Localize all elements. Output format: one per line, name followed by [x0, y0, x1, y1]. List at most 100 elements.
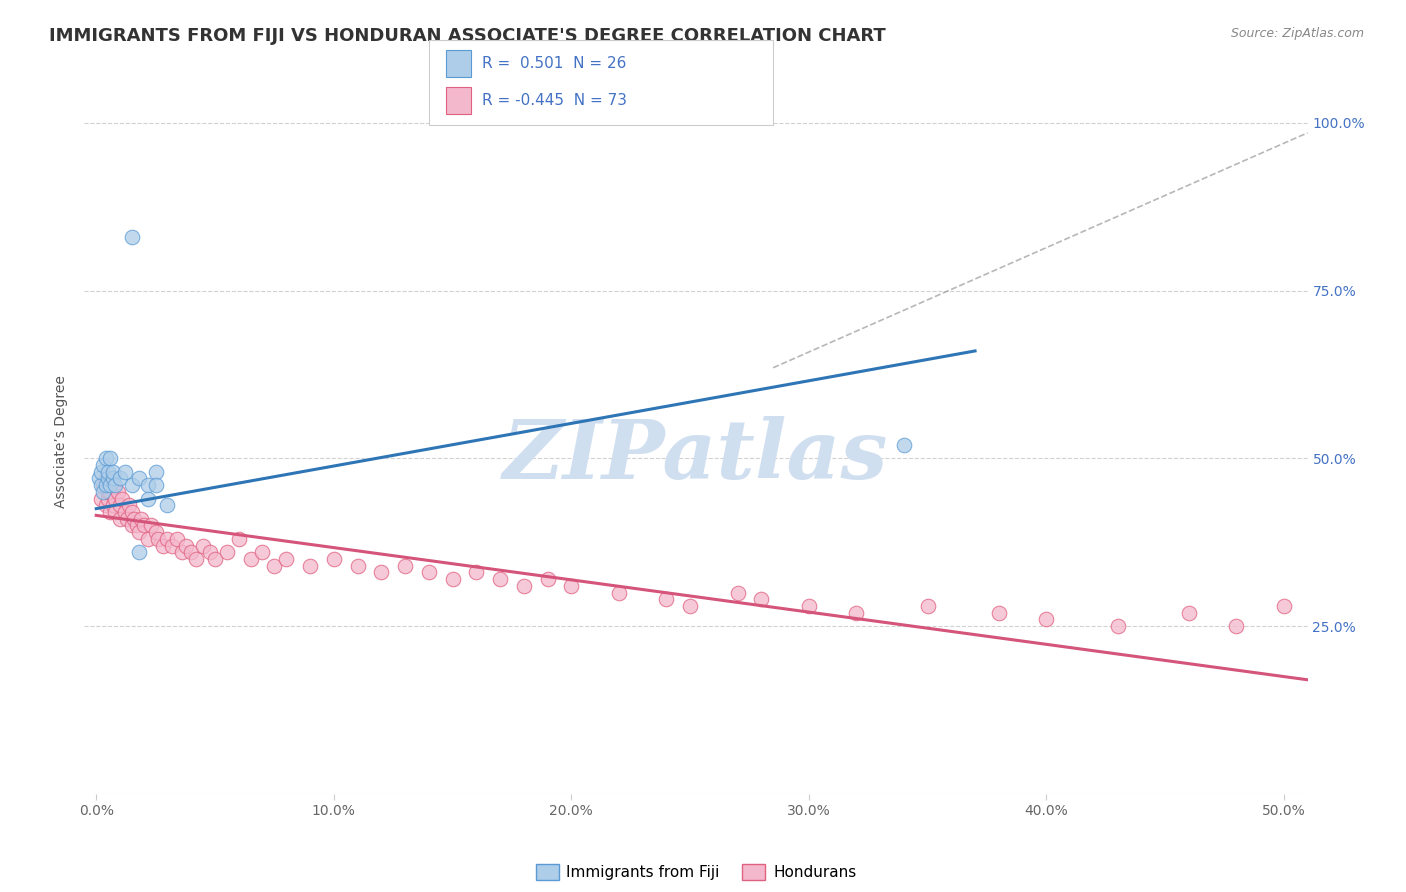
Point [125, 518, 148, 533]
Point [87, 471, 110, 485]
Point [97, 484, 120, 499]
Point [114, 505, 136, 519]
Legend: Immigrants from Fiji, Hondurans: Immigrants from Fiji, Hondurans [530, 858, 862, 886]
Point [115, 512, 138, 526]
Text: ZIPatlas: ZIPatlas [503, 416, 889, 496]
Point [93, 484, 115, 499]
Point [104, 505, 127, 519]
Point [1107, 619, 1129, 633]
Point [180, 545, 202, 559]
Point [215, 545, 238, 559]
Point [917, 599, 939, 613]
Point [101, 471, 124, 485]
Point [987, 606, 1010, 620]
Point [139, 518, 162, 533]
Point [797, 599, 820, 613]
Point [101, 478, 124, 492]
Point [93, 478, 115, 492]
Point [418, 566, 440, 580]
Point [465, 566, 488, 580]
Point [108, 471, 131, 485]
Point [166, 532, 188, 546]
Point [239, 552, 262, 566]
Point [145, 465, 167, 479]
Point [94, 471, 117, 485]
Point [370, 566, 392, 580]
Point [156, 532, 179, 546]
Text: R = -0.445  N = 73: R = -0.445 N = 73 [482, 94, 627, 108]
Point [94, 498, 117, 512]
Point [162, 539, 184, 553]
Point [170, 545, 193, 559]
Point [655, 592, 678, 607]
Point [298, 558, 321, 573]
Point [132, 518, 155, 533]
Point [394, 558, 416, 573]
Point [111, 491, 134, 506]
Point [252, 545, 274, 559]
Point [1225, 619, 1247, 633]
Point [536, 572, 558, 586]
Point [893, 438, 915, 452]
Point [845, 606, 868, 620]
Point [121, 518, 143, 533]
Point [121, 478, 143, 492]
Point [114, 465, 136, 479]
Point [94, 451, 117, 466]
Point [749, 592, 772, 607]
Point [138, 532, 160, 546]
Point [107, 484, 129, 499]
Point [100, 505, 122, 519]
Point [128, 545, 150, 559]
Point [138, 478, 160, 492]
Point [104, 491, 127, 506]
Point [228, 532, 250, 546]
Point [146, 532, 169, 546]
Text: Source: ZipAtlas.com: Source: ZipAtlas.com [1230, 27, 1364, 40]
Point [90, 478, 112, 492]
Point [131, 512, 153, 526]
Point [679, 599, 702, 613]
Point [100, 451, 122, 466]
Point [191, 539, 214, 553]
Text: IMMIGRANTS FROM FIJI VS HONDURAN ASSOCIATE'S DEGREE CORRELATION CHART: IMMIGRANTS FROM FIJI VS HONDURAN ASSOCIA… [49, 27, 886, 45]
Point [513, 579, 536, 593]
Point [122, 512, 145, 526]
Point [90, 465, 112, 479]
Point [176, 539, 198, 553]
Y-axis label: Associate’s Degree: Associate’s Degree [55, 376, 69, 508]
Point [97, 471, 120, 485]
Text: R =  0.501  N = 26: R = 0.501 N = 26 [482, 56, 627, 70]
Point [1178, 606, 1201, 620]
Point [97, 491, 120, 506]
Point [200, 545, 222, 559]
Point [128, 471, 150, 485]
Point [1272, 599, 1295, 613]
Point [145, 525, 167, 540]
Point [727, 585, 749, 599]
Point [138, 491, 160, 506]
Point [489, 572, 512, 586]
Point [560, 579, 582, 593]
Point [128, 525, 150, 540]
Point [1035, 612, 1057, 626]
Point [97, 465, 120, 479]
Point [118, 498, 141, 512]
Point [121, 230, 143, 244]
Point [184, 552, 207, 566]
Point [90, 491, 112, 506]
Point [152, 539, 174, 553]
Point [346, 558, 368, 573]
Point [101, 465, 124, 479]
Point [100, 484, 122, 499]
Point [276, 552, 298, 566]
Point [204, 552, 226, 566]
Point [100, 478, 122, 492]
Point [263, 558, 285, 573]
Point [101, 498, 124, 512]
Point [145, 478, 167, 492]
Point [121, 505, 143, 519]
Point [322, 552, 344, 566]
Point [441, 572, 464, 586]
Point [108, 512, 131, 526]
